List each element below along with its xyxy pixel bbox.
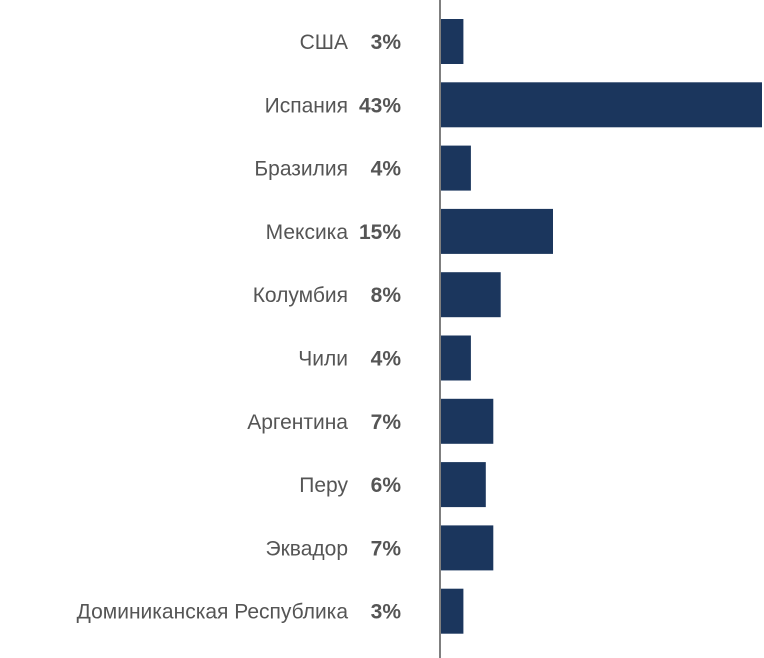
value-label: 4% (371, 158, 402, 181)
bar (441, 272, 501, 318)
value-label: 15% (359, 221, 401, 244)
category-label: США (300, 31, 348, 54)
category-label: Аргентина (247, 411, 348, 434)
value-label: 6% (371, 474, 402, 497)
bar (441, 398, 494, 444)
labels-group: 3% США 43% Испания 4% Бразилия 15% Мексика 8% Кол… (77, 31, 402, 624)
value-label: 3% (371, 601, 402, 624)
bar (441, 145, 471, 191)
value-label: 8% (371, 284, 402, 307)
bars-group (441, 19, 762, 634)
value-label: 4% (371, 348, 402, 371)
bar (441, 462, 486, 508)
category-label: Чили (298, 348, 348, 371)
bar (441, 19, 464, 64)
category-label: Доминиканская Республика (77, 601, 349, 624)
category-label: Мексика (266, 221, 349, 244)
bar (441, 525, 494, 571)
bar (441, 335, 471, 381)
bar (441, 82, 762, 128)
value-label: 43% (359, 94, 401, 117)
value-label: 3% (371, 31, 402, 54)
category-label: Перу (299, 474, 348, 497)
value-label: 7% (371, 411, 402, 434)
bar (441, 208, 553, 254)
bar (441, 588, 464, 634)
category-label: Эквадор (266, 537, 349, 560)
category-label: Испания (265, 94, 348, 117)
category-label: Бразилия (254, 158, 348, 181)
category-label: Колумбия (253, 284, 348, 307)
value-label: 7% (371, 537, 402, 560)
